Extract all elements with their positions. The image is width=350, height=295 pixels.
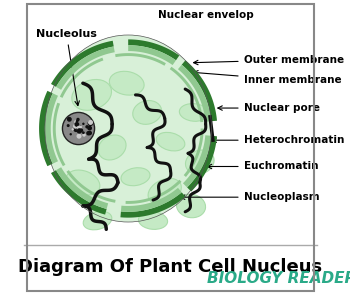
Polygon shape (183, 135, 211, 187)
Polygon shape (120, 192, 186, 218)
Circle shape (88, 131, 92, 135)
Polygon shape (39, 91, 53, 166)
Circle shape (70, 133, 72, 135)
Circle shape (85, 125, 89, 129)
Circle shape (75, 122, 79, 127)
Polygon shape (66, 170, 116, 203)
Circle shape (77, 128, 82, 134)
Text: BIOLOGY READER: BIOLOGY READER (207, 271, 350, 286)
Circle shape (79, 129, 83, 132)
Polygon shape (51, 41, 114, 87)
Text: Diagram Of Plant Cell Nucleus: Diagram Of Plant Cell Nucleus (19, 258, 323, 276)
Text: Nucleoplasm: Nucleoplasm (181, 192, 319, 202)
Polygon shape (53, 103, 65, 166)
Polygon shape (184, 129, 204, 177)
Circle shape (67, 117, 72, 122)
Text: Outer membrane: Outer membrane (194, 55, 344, 65)
Circle shape (78, 125, 81, 128)
Circle shape (77, 134, 82, 139)
Polygon shape (187, 136, 217, 191)
Ellipse shape (121, 168, 150, 186)
Circle shape (78, 130, 82, 132)
Circle shape (82, 123, 85, 125)
Ellipse shape (66, 170, 100, 195)
Circle shape (66, 124, 70, 127)
Circle shape (86, 131, 91, 135)
Circle shape (74, 120, 78, 124)
Ellipse shape (156, 132, 185, 151)
Polygon shape (45, 93, 58, 164)
Polygon shape (121, 188, 182, 212)
Polygon shape (115, 53, 166, 66)
Ellipse shape (45, 35, 211, 222)
Polygon shape (178, 65, 211, 122)
Text: Heterochromatin: Heterochromatin (212, 135, 344, 145)
Ellipse shape (139, 212, 168, 230)
Text: Euchromatin: Euchromatin (207, 161, 318, 171)
Circle shape (77, 126, 80, 129)
Ellipse shape (72, 79, 112, 110)
Circle shape (73, 126, 79, 132)
Circle shape (76, 127, 80, 131)
Circle shape (82, 133, 86, 137)
Ellipse shape (133, 101, 162, 124)
Ellipse shape (83, 211, 112, 230)
Polygon shape (60, 58, 103, 98)
Polygon shape (170, 67, 203, 122)
Ellipse shape (109, 71, 144, 95)
Polygon shape (128, 39, 179, 60)
Circle shape (87, 126, 92, 130)
Circle shape (88, 120, 93, 125)
Ellipse shape (186, 150, 214, 174)
Circle shape (75, 128, 79, 131)
Polygon shape (126, 180, 182, 204)
Circle shape (71, 128, 74, 131)
Circle shape (62, 112, 94, 145)
Circle shape (79, 126, 82, 128)
Circle shape (76, 118, 80, 121)
Text: Nucleolus: Nucleolus (36, 30, 97, 106)
Polygon shape (182, 60, 217, 121)
Text: Nuclear pore: Nuclear pore (218, 103, 320, 113)
Circle shape (88, 120, 93, 126)
Ellipse shape (98, 135, 126, 160)
Polygon shape (51, 170, 107, 214)
Circle shape (73, 124, 78, 129)
Polygon shape (128, 45, 176, 65)
Ellipse shape (176, 194, 205, 218)
Circle shape (76, 125, 80, 130)
Circle shape (77, 128, 80, 131)
Polygon shape (56, 47, 115, 90)
Text: Inner membrane: Inner membrane (194, 71, 341, 85)
Circle shape (76, 120, 78, 123)
Circle shape (82, 131, 85, 134)
Text: Nuclear envelop: Nuclear envelop (158, 10, 253, 20)
Polygon shape (56, 167, 108, 209)
Ellipse shape (148, 178, 181, 204)
Ellipse shape (179, 104, 209, 121)
